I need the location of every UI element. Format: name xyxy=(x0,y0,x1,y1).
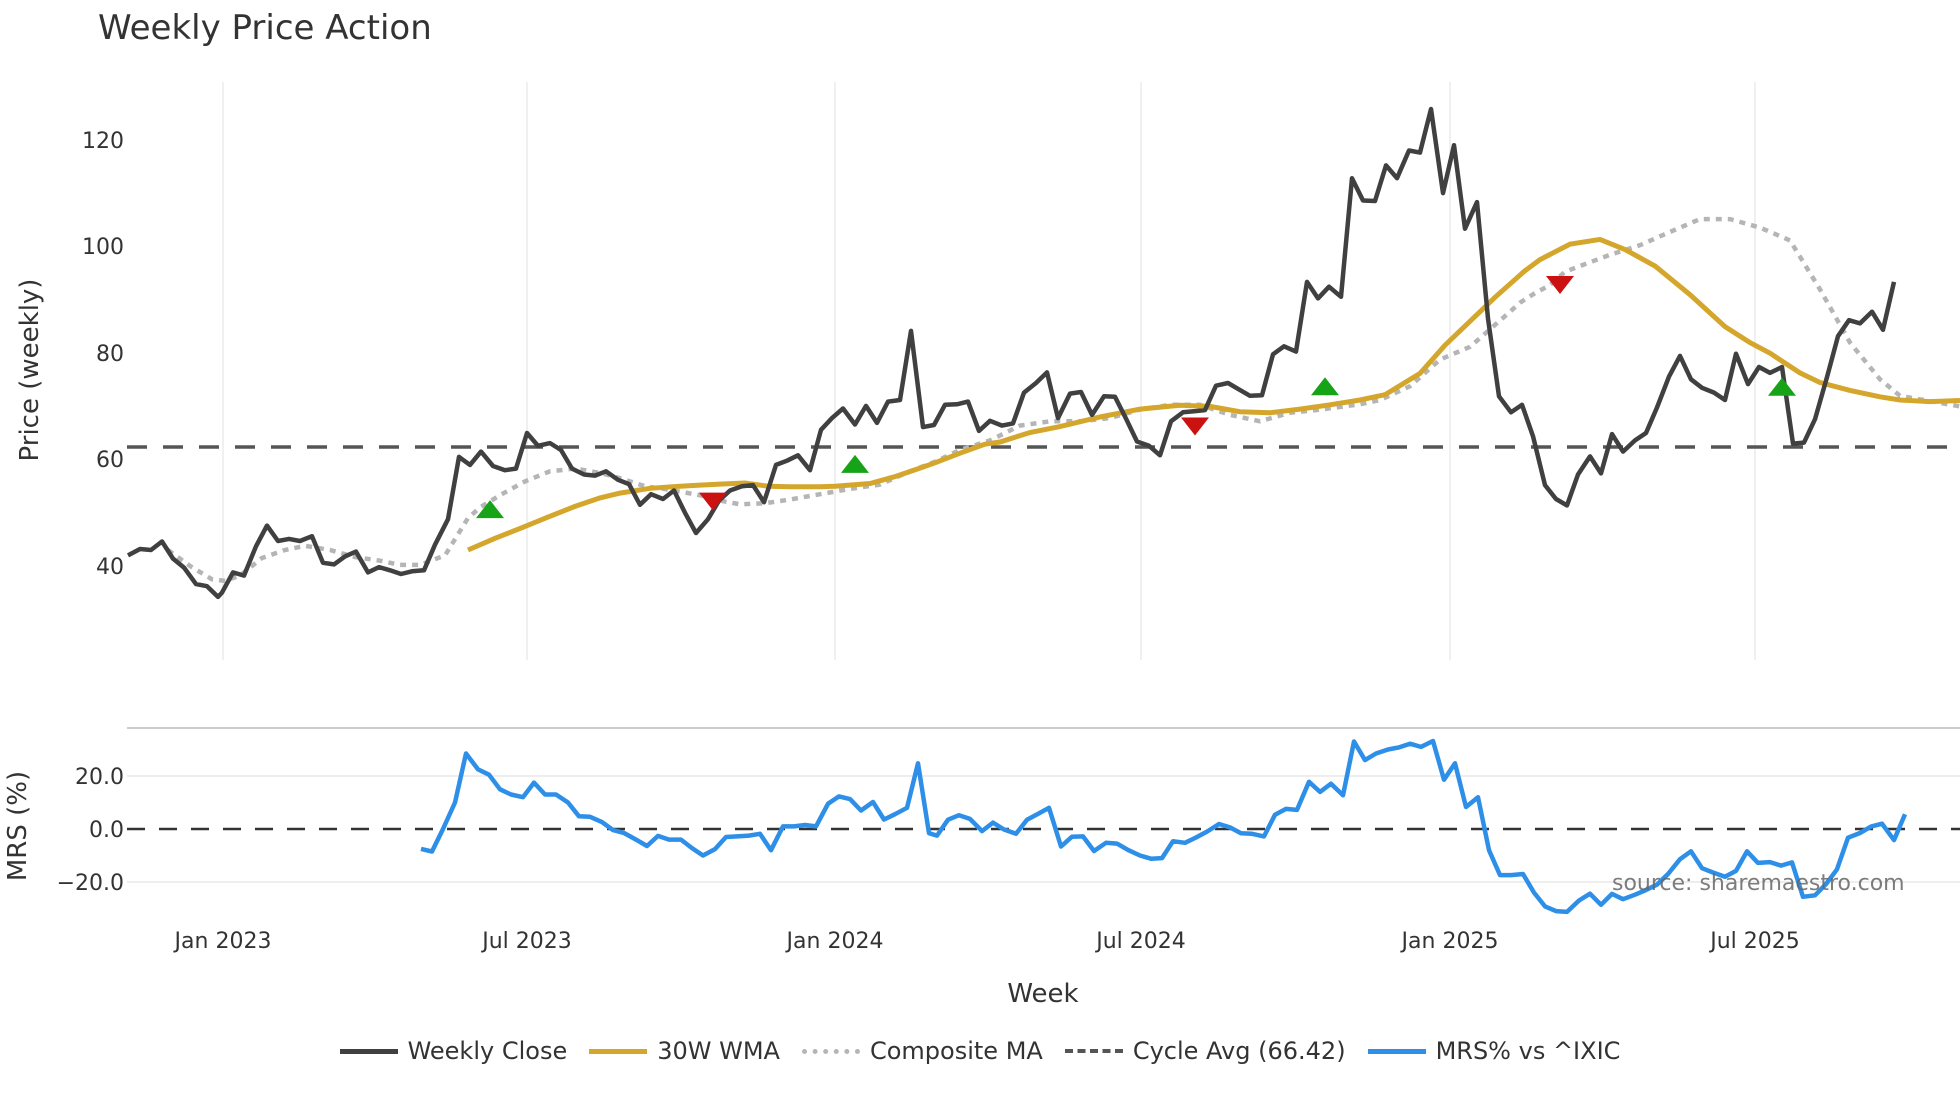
price-gridlines xyxy=(222,82,1756,660)
svg-text:Jul 2025: Jul 2025 xyxy=(1708,929,1800,954)
chart-canvas: 120 100 80 60 40 Price (weekly) 20.0 0.0… xyxy=(3,82,1960,1009)
signal-markers xyxy=(476,276,1796,519)
weekly-close-line xyxy=(126,106,1897,600)
svg-text:80: 80 xyxy=(96,342,124,367)
svg-text:0.0: 0.0 xyxy=(89,818,124,843)
buy-signal-icon xyxy=(841,454,869,473)
buy-signal-icon xyxy=(476,500,504,519)
dashed-line-icon xyxy=(1064,1049,1123,1053)
solid-line-icon xyxy=(1367,1048,1426,1054)
solid-line-icon xyxy=(339,1048,398,1054)
price-y-label: Price (weekly) xyxy=(15,279,45,462)
svg-text:20.0: 20.0 xyxy=(75,765,124,790)
mrs-line xyxy=(420,738,1908,915)
svg-text:Jul 2023: Jul 2023 xyxy=(480,929,572,954)
sell-signal-icon xyxy=(1181,417,1209,436)
legend: Weekly Close 30W WMA Composite MA Cycle … xyxy=(0,1037,1960,1065)
buy-signal-icon xyxy=(1768,377,1796,396)
legend-30w-wma[interactable]: 30W WMA xyxy=(589,1037,780,1065)
svg-text:60: 60 xyxy=(96,448,124,473)
legend-composite-ma[interactable]: Composite MA xyxy=(801,1037,1043,1065)
composite-ma-line xyxy=(166,216,1960,584)
legend-weekly-close[interactable]: Weekly Close xyxy=(339,1037,567,1065)
x-axis-label: Week xyxy=(1007,979,1078,1009)
source-text: source: sharemaestro.com xyxy=(1612,871,1905,896)
svg-text:40: 40 xyxy=(96,555,124,580)
mrs-y-label: MRS (%) xyxy=(3,771,33,881)
wma-30w-line xyxy=(467,236,1960,553)
svg-text:100: 100 xyxy=(82,235,124,260)
svg-text:120: 120 xyxy=(82,129,124,154)
svg-text:−20.0: −20.0 xyxy=(57,871,124,896)
svg-text:Jul 2024: Jul 2024 xyxy=(1094,929,1186,954)
sell-signal-icon xyxy=(699,492,727,511)
legend-cycle-avg[interactable]: Cycle Avg (66.42) xyxy=(1064,1037,1346,1065)
mrs-gridlines xyxy=(127,775,1960,883)
price-y-ticks: 120 100 80 60 40 xyxy=(82,129,124,580)
dotted-line-icon xyxy=(801,1048,860,1054)
svg-text:Jan 2024: Jan 2024 xyxy=(785,929,884,954)
legend-mrs[interactable]: MRS% vs ^IXIC xyxy=(1367,1037,1620,1065)
buy-signal-icon xyxy=(1311,377,1339,396)
sell-signal-icon xyxy=(1546,276,1574,295)
svg-text:Jan 2025: Jan 2025 xyxy=(1400,929,1499,954)
chart-title: Weekly Price Action xyxy=(98,8,432,48)
svg-text:Jan 2023: Jan 2023 xyxy=(173,929,272,954)
mrs-y-ticks: 20.0 0.0 −20.0 xyxy=(57,765,124,896)
x-ticks: Jan 2023 Jul 2023 Jan 2024 Jul 2024 Jan … xyxy=(173,929,1800,954)
solid-line-icon xyxy=(589,1048,648,1054)
